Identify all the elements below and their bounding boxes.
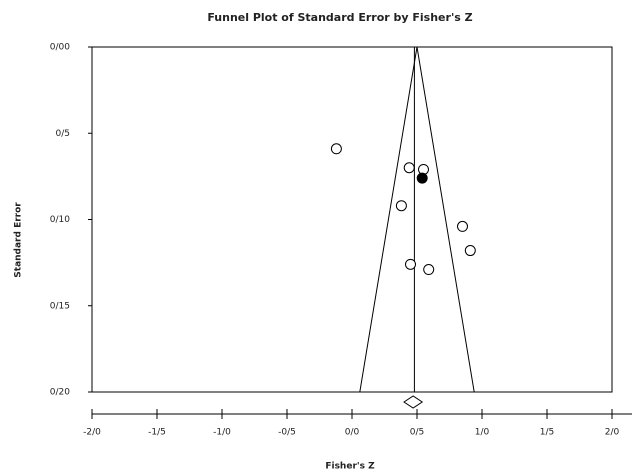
chart-title: Funnel Plot of Standard Error by Fisher'… bbox=[207, 11, 472, 24]
point bbox=[464, 245, 476, 257]
x-tick-label: 0/5 bbox=[410, 428, 424, 438]
x-tick-label: -2/0 bbox=[83, 428, 101, 438]
x-tick-label: 1/5 bbox=[540, 428, 554, 438]
y-tick-label: 0/5 bbox=[56, 129, 70, 139]
point bbox=[405, 258, 416, 270]
point bbox=[403, 162, 415, 174]
x-tick-label: 0/0 bbox=[345, 428, 360, 438]
point bbox=[395, 200, 407, 212]
x-tick-label: 1/0 bbox=[475, 428, 490, 438]
x-axis-title: Fisher's Z bbox=[325, 462, 375, 472]
y-tick-label: 0/10 bbox=[50, 215, 70, 225]
y-tick-label: 0/15 bbox=[50, 301, 70, 311]
x-tick-label: -1/0 bbox=[213, 428, 231, 438]
x-tick-label: -0/5 bbox=[278, 428, 296, 438]
y-tick-label: 0/00 bbox=[50, 43, 70, 53]
y-axis-title: Standard Error bbox=[14, 202, 24, 278]
summary-diamond bbox=[403, 395, 424, 409]
x-tick-label: 2/0 bbox=[605, 428, 620, 438]
point bbox=[416, 172, 428, 184]
plot-frame bbox=[91, 46, 613, 393]
point bbox=[457, 220, 468, 232]
x-tick-label: -1/5 bbox=[148, 428, 166, 438]
funnel bbox=[359, 46, 475, 393]
point bbox=[330, 143, 342, 155]
point bbox=[423, 264, 435, 276]
y-tick-label: 0/20 bbox=[50, 388, 70, 398]
